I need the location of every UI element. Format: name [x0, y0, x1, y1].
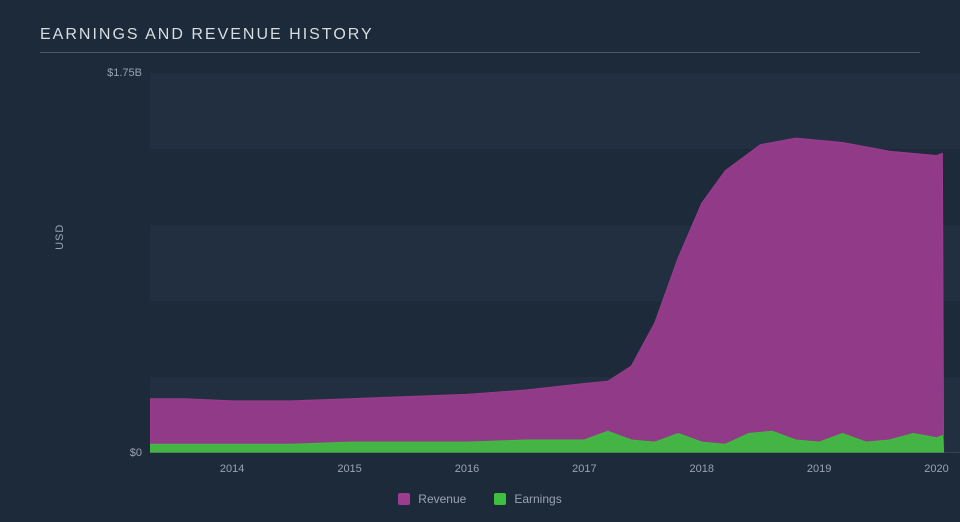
legend-swatch	[494, 493, 506, 505]
chart-wrap: USD $0$1.75B2014201520162017201820192020	[90, 73, 920, 453]
legend-item: Revenue	[398, 492, 466, 506]
legend-swatch	[398, 493, 410, 505]
plot-area	[150, 73, 960, 453]
title-rule	[40, 52, 920, 53]
legend: Revenue Earnings	[0, 492, 960, 508]
x-tick: 2014	[220, 463, 244, 475]
y-tick: $1.75B	[82, 67, 142, 79]
chart-container: EARNINGS AND REVENUE HISTORY USD $0$1.75…	[0, 0, 960, 522]
x-tick: 2020	[924, 463, 948, 475]
x-tick: 2016	[455, 463, 479, 475]
legend-item: Earnings	[494, 492, 561, 506]
x-tick: 2019	[807, 463, 831, 475]
x-tick: 2018	[689, 463, 713, 475]
x-tick: 2017	[572, 463, 596, 475]
legend-label: Earnings	[514, 492, 561, 506]
x-tick: 2015	[337, 463, 361, 475]
legend-label: Revenue	[418, 492, 466, 506]
y-axis-label: USD	[54, 224, 66, 250]
chart-svg	[150, 73, 960, 453]
chart-title: EARNINGS AND REVENUE HISTORY	[40, 26, 920, 44]
y-tick: $0	[82, 447, 142, 459]
